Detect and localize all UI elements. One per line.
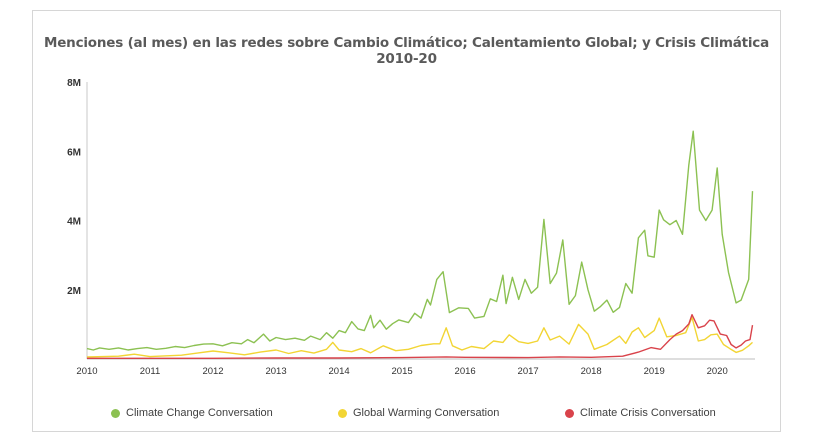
x-tick-label: 2010 (76, 366, 97, 377)
y-tick-label: 8M (67, 78, 81, 89)
chart-plot: 2M 4M 6M 8M 2010 2011 2012 2013 2014 2015 2016 2017… (67, 78, 755, 377)
x-tick-label: 2017 (518, 366, 539, 377)
legend-swatch (565, 408, 574, 418)
x-tick-label: 2014 (329, 366, 350, 377)
y-tick-label: 4M (67, 217, 81, 228)
chart-frame: Menciones (al mes) en las redes sobre Ca… (32, 10, 781, 432)
y-tick-label: 6M (67, 147, 81, 158)
x-tick-label: 2016 (455, 366, 476, 377)
legend-label: Climate Crisis Conversation (580, 407, 716, 419)
legend-item: Climate Change Conversation (111, 407, 273, 419)
legend-label: Climate Change Conversation (126, 407, 273, 419)
x-tick-label: 2012 (202, 366, 223, 377)
x-tick-label: 2018 (581, 366, 602, 377)
chart-title: Menciones (al mes) en las redes sobre Ca… (43, 35, 770, 67)
x-tick-label: 2015 (392, 366, 413, 377)
legend-label: Global Warming Conversation (353, 407, 500, 419)
x-tick-label: 2013 (265, 366, 286, 377)
series-line (87, 314, 754, 359)
series-line (86, 130, 754, 351)
x-tick-label: 2019 (644, 366, 665, 377)
series-line (86, 316, 753, 358)
legend-item: Climate Crisis Conversation (565, 407, 716, 419)
x-tick-label: 2011 (140, 366, 160, 377)
y-tick-label: 2M (67, 286, 81, 297)
x-tick-label: 2020 (707, 366, 728, 377)
legend-item: Global Warming Conversation (338, 407, 499, 419)
chart-legend: Climate Change Conversation Global Warmin… (33, 407, 780, 423)
legend-swatch (111, 408, 120, 418)
legend-swatch (338, 408, 347, 418)
